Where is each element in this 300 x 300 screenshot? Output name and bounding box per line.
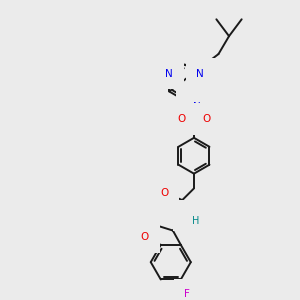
Text: N: N — [184, 211, 191, 221]
Text: H: H — [186, 98, 194, 108]
Text: N: N — [196, 69, 204, 79]
Text: O: O — [160, 188, 169, 198]
Text: O: O — [141, 232, 149, 242]
Text: H: H — [192, 216, 200, 226]
Text: S: S — [190, 114, 197, 124]
Text: O: O — [202, 114, 211, 124]
Text: F: F — [184, 289, 190, 299]
Text: O: O — [177, 114, 185, 124]
Text: N: N — [165, 69, 173, 79]
Text: N: N — [193, 102, 201, 112]
